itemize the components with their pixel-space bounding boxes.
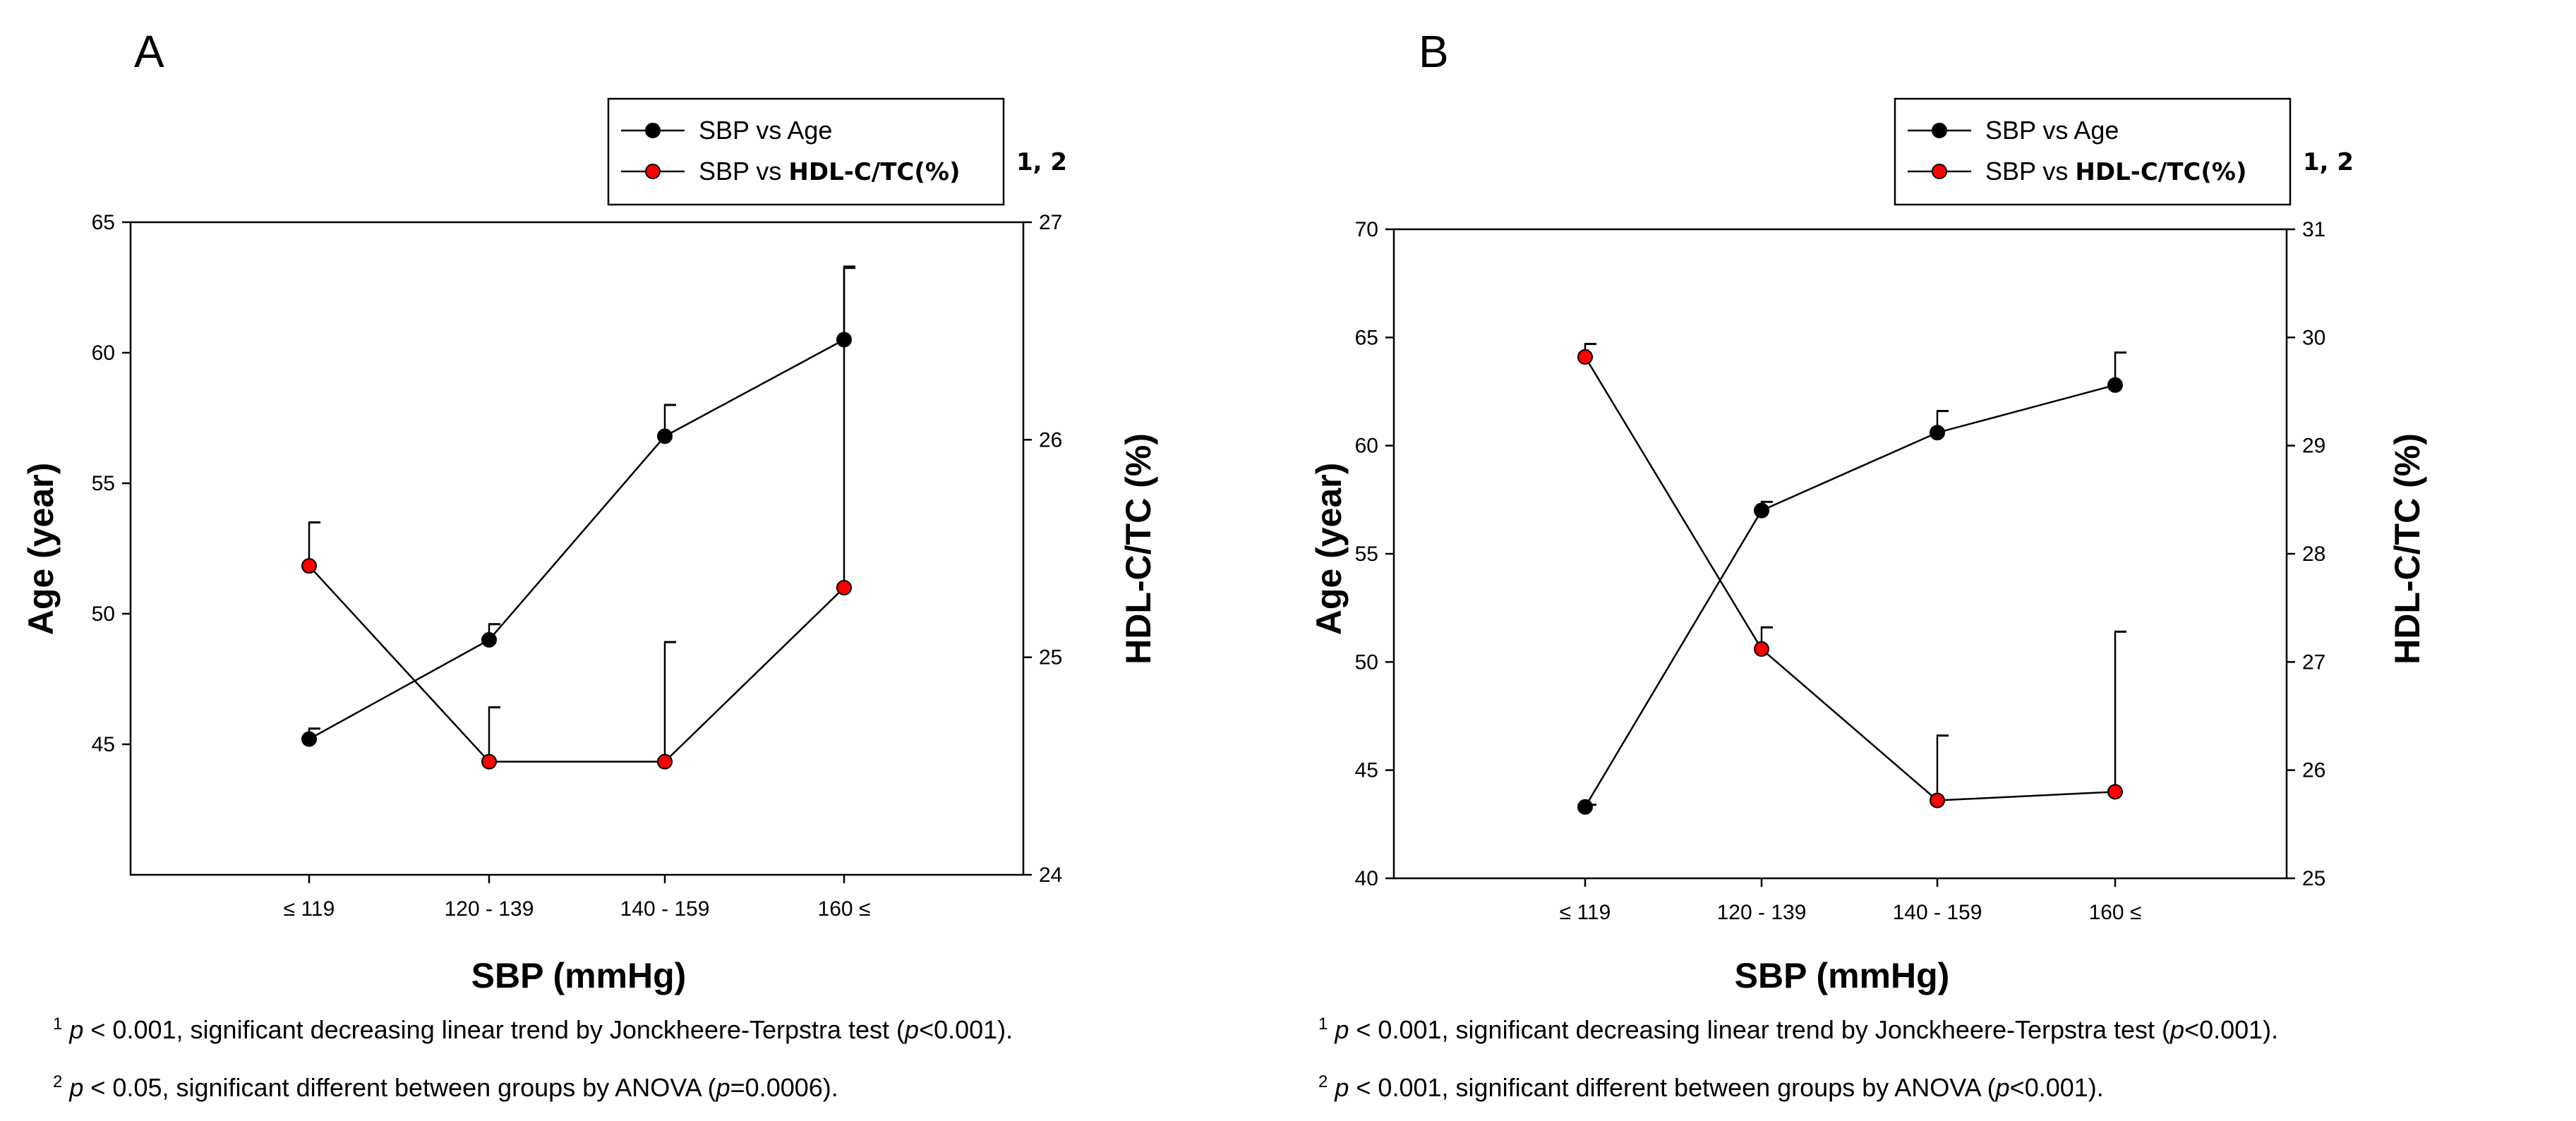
panel-a-legend-hdl-prefix: SBP vs <box>699 157 788 186</box>
panel-b-legend-hdl-prefix: SBP vs <box>1985 157 2075 186</box>
panel-b-legend-hdl-bold: HDL-C/TC(%) <box>2075 158 2246 186</box>
panel-b-legend-box <box>1894 97 2292 206</box>
panel-b-left-tick-label: 60 <box>1355 435 1378 458</box>
panel-a-legend-hdl-bold: HDL-C/TC(%) <box>788 158 960 186</box>
panel-a-age-point <box>481 632 497 648</box>
panel-a-legend-marker-hdl <box>645 164 661 179</box>
panel-b-x-tick-label: 120 - 139 <box>1717 901 1807 924</box>
panel-b-right-tick-label: 31 <box>2302 218 2325 241</box>
panel-b-age-point <box>1754 502 1769 519</box>
panel-a-left-axis-title: Age (year) <box>21 463 61 636</box>
panel-a-x-tick-label: ≤ 119 <box>284 897 335 921</box>
panel-a-hdl-point <box>481 753 497 770</box>
panel-b-legend-marker-age <box>1932 123 1947 138</box>
panel-b-x-tick-label: ≤ 119 <box>1560 901 1611 924</box>
panel-b-right-tick-label: 28 <box>2302 543 2325 566</box>
panel-b-legend-marker-hdl <box>1932 164 1947 179</box>
panel-b-x-tick-label: 140 - 159 <box>1893 901 1982 924</box>
panel-a-left-tick-label: 50 <box>92 602 115 626</box>
panel-b-hdl-point <box>2107 784 2123 800</box>
panel-a-legend-label-hdl: SBP vs HDL-C/TC(%) <box>699 157 961 186</box>
footnote-1-panel-b: 1 p < 0.001, significant decreasing line… <box>1318 1014 2279 1044</box>
panel-b-legend-label-age: SBP vs Age <box>1985 116 2119 145</box>
panel-a-right-tick-label: 24 <box>1039 864 1062 887</box>
panel-b-plot-frame <box>1392 228 2288 880</box>
panel-b-left-tick-label: 70 <box>1355 218 1378 241</box>
panel-b-left-tick-label: 45 <box>1355 759 1378 782</box>
panel-a-letter: A <box>134 26 164 77</box>
panel-a-x-tick-label: 120 - 139 <box>445 897 534 921</box>
panel-b-left-axis-title: Age (year) <box>1309 463 1349 636</box>
panel-b-right-tick-label: 27 <box>2302 650 2325 674</box>
panel-b-right-tick-label: 29 <box>2302 435 2325 458</box>
footnote-1-panel-a: 1 p < 0.001, significant decreasing line… <box>53 1014 1013 1044</box>
panel-b-left-tick-label: 40 <box>1355 867 1378 890</box>
panel-b-hdl-point <box>1754 641 1769 657</box>
footnote-2-panel-b: 2 p < 0.001, significant different betwe… <box>1318 1072 2104 1102</box>
panel-a-left-tick-label: 55 <box>92 472 115 495</box>
panel-a-x-tick-label: 140 - 159 <box>620 897 710 921</box>
panel-b-hdl-line <box>1584 356 2116 801</box>
panel-a-hdl-line <box>308 565 845 763</box>
panel-a-x-tick-label: 160 ≤ <box>818 897 871 921</box>
panel-b-age-point <box>2107 377 2123 393</box>
panel-a-legend-label-age: SBP vs Age <box>699 116 832 145</box>
panel-a-right-tick-label: 27 <box>1039 211 1062 234</box>
panel-a-left-tick-label: 65 <box>92 211 115 234</box>
panel-a-left-tick-label: 45 <box>92 733 115 756</box>
panel-b-left-tick-label: 65 <box>1355 326 1378 349</box>
panel-b-hdl-point <box>1577 349 1593 365</box>
panel-a-hdl-point <box>836 580 852 595</box>
panel-b-right-axis-title: HDL-C/TC (%) <box>2388 433 2427 665</box>
panel-b-left-tick-label: 55 <box>1355 543 1378 566</box>
panel-a-hdl-point <box>657 753 673 770</box>
panel-b-right-tick-label: 25 <box>2302 867 2325 890</box>
panel-b-right-tick-label: 30 <box>2302 326 2325 349</box>
footnote-2-panel-a: 2 p < 0.05, significant different betwee… <box>53 1072 838 1102</box>
panel-b-letter: B <box>1419 26 1449 77</box>
panel-a-legend-box <box>607 97 1005 206</box>
panel-b-age-point <box>1930 425 1945 441</box>
panel-a-right-tick-label: 26 <box>1039 428 1062 452</box>
panel-b-x-tick-label: 160 ≤ <box>2089 901 2142 924</box>
panel-a-legend-superscript: 1, 2 <box>1016 148 1067 176</box>
panel-a-age-point <box>301 731 317 747</box>
panel-b-right-tick-label: 26 <box>2302 759 2325 782</box>
panel-a-right-tick-label: 25 <box>1039 646 1062 669</box>
panel-b-x-axis-title: SBP (mmHg) <box>1735 956 1950 995</box>
panel-b-hdl-point <box>1930 792 1945 808</box>
panel-a-x-axis-title: SBP (mmHg) <box>471 956 687 995</box>
panel-a-hdl-point <box>301 558 317 574</box>
panel-a-age-point <box>657 428 673 444</box>
panel-b-left-tick-label: 50 <box>1355 650 1378 674</box>
panel-b-legend-label-hdl: SBP vs HDL-C/TC(%) <box>1985 157 2247 186</box>
panel-a-right-axis-title: HDL-C/TC (%) <box>1119 433 1158 665</box>
panel-a-legend-marker-age <box>645 123 661 138</box>
panel-b-age-line <box>1584 384 2116 808</box>
panel-a-plot-frame <box>129 221 1025 876</box>
panel-b-legend-superscript: 1, 2 <box>2303 148 2354 176</box>
panel-b-age-point <box>1577 799 1593 815</box>
panel-a-left-tick-label: 60 <box>92 341 115 365</box>
panel-a-age-line <box>308 339 845 740</box>
